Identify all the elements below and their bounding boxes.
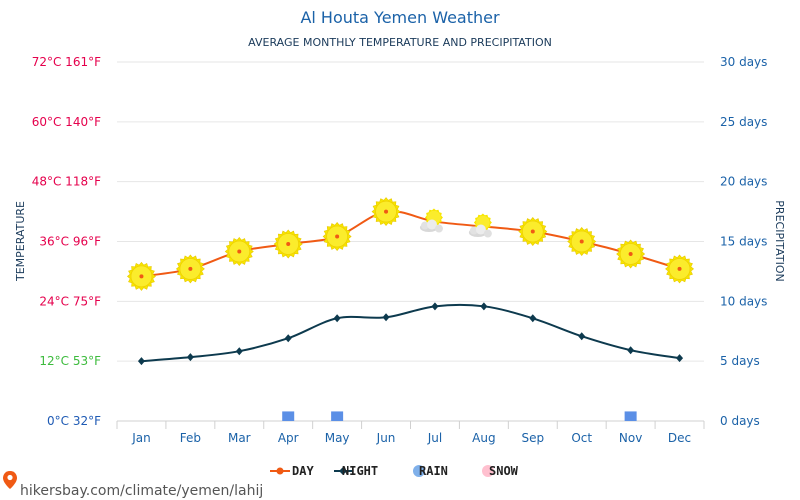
legend-item-day: DAY bbox=[270, 464, 314, 478]
sun-cloud-icon bbox=[419, 208, 443, 233]
night-line bbox=[141, 303, 680, 363]
source-link[interactable]: hikersbay.com/climate/yemen/lahij bbox=[3, 471, 263, 499]
day-point bbox=[188, 266, 193, 271]
legend: DAY NIGHT RAIN SNOW bbox=[270, 464, 519, 478]
x-tick-label: Feb bbox=[180, 431, 201, 445]
night-point bbox=[627, 346, 635, 355]
night-point bbox=[431, 302, 439, 311]
sun-icon bbox=[518, 217, 548, 247]
legend-label: SNOW bbox=[489, 464, 519, 478]
x-tick-label: May bbox=[325, 431, 350, 445]
x-tick-label: Aug bbox=[472, 431, 495, 445]
source-text: hikersbay.com/climate/yemen/lahij bbox=[20, 483, 263, 499]
night-point bbox=[578, 332, 586, 341]
legend-label: DAY bbox=[292, 464, 314, 478]
sun-icon bbox=[371, 197, 401, 227]
rain-bar bbox=[331, 411, 344, 421]
sun-icon bbox=[273, 229, 303, 259]
day-point bbox=[628, 251, 633, 256]
y2-tick-label: 0 days bbox=[720, 414, 760, 428]
sun-icon bbox=[224, 236, 254, 266]
y-tick-label: 48°C 118°F bbox=[32, 175, 101, 189]
x-tick-label: Jun bbox=[376, 431, 396, 445]
y-axis-label: TEMPERATURE bbox=[14, 201, 27, 282]
sun-icon bbox=[567, 227, 597, 256]
day-point bbox=[237, 249, 242, 254]
night-point bbox=[186, 353, 194, 362]
sun-icon bbox=[322, 222, 352, 251]
y2-tick-label: 5 days bbox=[720, 354, 760, 368]
cloud-shape bbox=[475, 224, 486, 235]
y-tick-label: 60°C 140°F bbox=[32, 115, 101, 129]
night-point bbox=[676, 354, 684, 363]
legend-item-night: NIGHT bbox=[334, 464, 378, 478]
legend-marker-dot bbox=[482, 465, 494, 477]
cloud-shape bbox=[483, 229, 492, 238]
rain-bars bbox=[282, 411, 637, 421]
cloud-shape bbox=[434, 224, 443, 233]
grid-lines bbox=[116, 61, 705, 429]
y-axis-right: 0 days 5 days 10 days 15 days 20 days 25 days… bbox=[720, 55, 767, 428]
night-series bbox=[137, 302, 684, 366]
chart-subtitle: AVERAGE MONTHLY TEMPERATURE AND PRECIPIT… bbox=[248, 36, 552, 49]
night-point bbox=[137, 357, 145, 366]
x-tick-label: Oct bbox=[571, 431, 592, 445]
night-point bbox=[382, 313, 390, 322]
legend-item-rain: RAIN bbox=[413, 464, 448, 478]
y2-axis-label: PRECIPITATION bbox=[773, 200, 786, 281]
legend-marker-dot bbox=[276, 467, 284, 475]
x-axis: Jan Feb Mar Apr May Jun Jul Aug Sep Oct Nov Dec bbox=[131, 431, 691, 445]
legend-label: RAIN bbox=[419, 464, 448, 478]
day-line bbox=[141, 210, 680, 278]
y-tick-label: 0°C 32°F bbox=[47, 414, 101, 428]
x-tick-label: Apr bbox=[278, 431, 299, 445]
y-tick-label: 12°C 53°F bbox=[39, 354, 101, 368]
y2-tick-label: 25 days bbox=[720, 115, 767, 129]
x-tick-label: Sep bbox=[521, 431, 544, 445]
night-point bbox=[284, 334, 292, 343]
sun-icon bbox=[126, 261, 156, 291]
day-point bbox=[530, 229, 535, 234]
day-series bbox=[126, 197, 695, 291]
night-point bbox=[529, 314, 537, 323]
rain-bar bbox=[282, 411, 295, 421]
y-tick-label: 24°C 75°F bbox=[39, 294, 101, 308]
x-tick-label: Jan bbox=[131, 431, 151, 445]
legend-marker-dot bbox=[413, 465, 425, 477]
y-tick-label: 72°C 161°F bbox=[32, 55, 101, 69]
legend-item-snow: SNOW bbox=[482, 464, 519, 478]
day-point bbox=[335, 234, 340, 239]
day-point bbox=[286, 241, 291, 246]
cloud-shape bbox=[420, 221, 429, 230]
sun-icon bbox=[665, 254, 695, 284]
night-point bbox=[480, 302, 488, 311]
chart-title: Al Houta Yemen Weather bbox=[300, 8, 500, 27]
day-point bbox=[139, 274, 144, 279]
day-point bbox=[579, 239, 584, 244]
y2-tick-label: 10 days bbox=[720, 294, 767, 308]
legend-label: NIGHT bbox=[342, 464, 378, 478]
x-tick-label: Mar bbox=[228, 431, 251, 445]
x-tick-label: Jul bbox=[427, 431, 442, 445]
cloud-shape bbox=[426, 219, 437, 230]
y-tick-label: 36°C 96°F bbox=[39, 235, 101, 249]
y2-tick-label: 20 days bbox=[720, 175, 767, 189]
x-tick-label: Dec bbox=[668, 431, 691, 445]
night-point bbox=[235, 347, 243, 356]
sun-icon bbox=[616, 239, 646, 269]
legend-marker-diamond bbox=[339, 467, 347, 475]
y2-tick-label: 30 days bbox=[720, 55, 767, 69]
y2-tick-label: 15 days bbox=[720, 235, 767, 249]
y-axis-left: 0°C 32°F 12°C 53°F 24°C 75°F 36°C 96°F 48°C … bbox=[32, 55, 101, 428]
sun-cloud-icon bbox=[468, 213, 492, 238]
sun-icon bbox=[175, 254, 205, 284]
x-tick-label: Nov bbox=[619, 431, 642, 445]
map-pin-icon bbox=[3, 471, 17, 489]
cloud-shape bbox=[469, 226, 478, 235]
night-point bbox=[333, 314, 341, 323]
day-point bbox=[677, 266, 682, 271]
rain-bar bbox=[624, 411, 637, 421]
day-point bbox=[384, 209, 389, 214]
